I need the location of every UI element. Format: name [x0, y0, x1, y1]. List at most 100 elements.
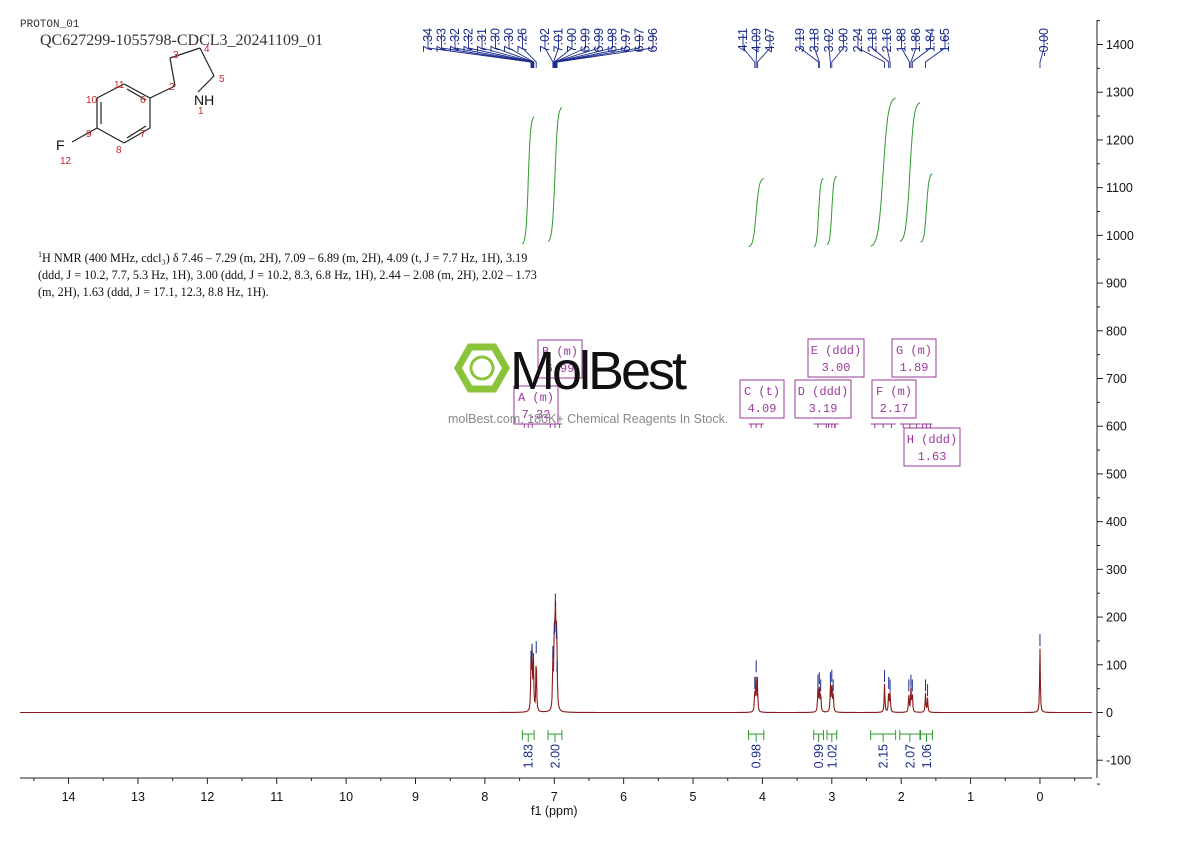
- atom-number-5: 5: [219, 74, 225, 85]
- integral-curve: [870, 97, 896, 247]
- atom-number-7: 7: [140, 129, 146, 140]
- peak-label-connector: [828, 34, 831, 68]
- x-tick-label: 10: [339, 790, 353, 804]
- x-tick-label: 14: [62, 790, 76, 804]
- peak-label-connector: [901, 34, 910, 68]
- peak-label-connector: [441, 34, 532, 68]
- y-tick-label: 1200: [1106, 133, 1134, 147]
- multiplet-id-type: E (ddd): [811, 344, 861, 358]
- peak-label-connector: [553, 34, 573, 68]
- y-tick-label: 1400: [1106, 38, 1134, 52]
- peak-label-connector: [508, 34, 535, 68]
- x-tick-label: 1: [967, 790, 974, 804]
- multiplet-box-frame: [537, 339, 583, 379]
- multiplet-box-frame: [807, 338, 865, 378]
- peak-label-connector: [555, 34, 613, 68]
- multiplet-shift: 1.89: [900, 361, 929, 375]
- sample-id: QC627299-1055798-CDCL3_20241109_01: [40, 32, 323, 49]
- multiplet-box-frame: [891, 338, 937, 378]
- integral-curve: [899, 102, 921, 243]
- y-tick-label: 800: [1106, 324, 1127, 338]
- multiplet-id-type: B (m): [542, 345, 578, 359]
- multiplet-shift: 2.17: [880, 402, 909, 416]
- peak-label-connector: [556, 34, 654, 68]
- multiplet-box-e: E (ddd) 3.00: [807, 338, 865, 428]
- nmr-description-superscript: 1: [38, 250, 42, 259]
- atom-number-1: 1: [198, 106, 204, 117]
- nmr-description-line-3: (m, 2H), 1.63 (ddd, J = 17.1, 12.3, 8.8 …: [38, 285, 269, 300]
- y-tick-label: 1000: [1106, 229, 1134, 243]
- x-tick-label: 6: [620, 790, 627, 804]
- atom-label-f: F: [56, 137, 65, 153]
- atom-number-12: 12: [60, 156, 72, 167]
- watermark-brand: MolBest: [510, 341, 687, 401]
- multiplet-box-h: H (ddd) 1.63: [903, 423, 961, 467]
- integral-curve: [522, 116, 535, 245]
- multiplet-box-frame: [794, 379, 852, 419]
- x-tick-label: 11: [270, 790, 283, 804]
- atom-label-nh: NH: [194, 92, 214, 108]
- nmr-description: 1H NMR (400 MHz, cdcl₃) δ 7.46 – 7.29 (m…: [38, 246, 598, 301]
- integral-curve: [748, 178, 764, 248]
- x-tick-label: 12: [200, 790, 214, 804]
- multiplet-box-b: B (m) 6.99: [537, 339, 583, 428]
- x-tick-label: 8: [481, 790, 488, 804]
- y-tick-label: 900: [1106, 277, 1127, 291]
- atom-number-2: 2: [169, 82, 175, 93]
- peak-label-connector: [799, 34, 820, 68]
- y-tick-label: 600: [1106, 420, 1127, 434]
- multiplet-box-c: C (t) 4.09: [739, 379, 785, 428]
- atom-number-8: 8: [116, 145, 122, 156]
- integral-value: 1.83: [522, 744, 536, 768]
- integral-value: 2.00: [548, 744, 562, 768]
- multiplet-box-frame: [739, 379, 785, 419]
- integral-value: 1.02: [825, 744, 839, 768]
- experiment-name: PROTON_01: [20, 19, 80, 31]
- x-axis-label: f1 (ppm): [531, 804, 578, 818]
- y-tick-label: 700: [1106, 372, 1127, 386]
- x-tick-label: 2: [898, 790, 905, 804]
- x-tick-label: 9: [412, 790, 419, 804]
- peak-label-connector: [872, 34, 890, 68]
- multiplet-box-g: G (m) 1.89: [891, 338, 937, 428]
- multiplet-box-frame: [513, 385, 559, 425]
- multiplet-id-type: C (t): [744, 385, 780, 399]
- integral-curve: [826, 175, 837, 245]
- multiplet-box-d: D (ddd) 3.19: [794, 379, 852, 428]
- multiplet-shift: 3.00: [822, 361, 851, 375]
- y-tick-label: 1300: [1106, 86, 1134, 100]
- multiplet-id-type: A (m): [518, 391, 554, 405]
- peak-label-connector: [911, 34, 931, 68]
- integral-curve: [813, 178, 824, 248]
- y-tick-label: 200: [1106, 611, 1127, 625]
- y-tick-label: 300: [1106, 563, 1127, 577]
- y-tick-label: -100: [1106, 754, 1131, 768]
- integral-value: 1.06: [920, 744, 934, 768]
- peak-label-connector: [555, 34, 640, 68]
- integral-value: 2.07: [903, 744, 917, 768]
- multiplet-box-frame: [871, 379, 917, 419]
- peak-label-connector: [757, 34, 771, 68]
- multiplet-box-f: F (m) 2.17: [870, 379, 917, 428]
- nmr-description-line-1: H NMR (400 MHz, cdcl₃) δ 7.46 – 7.29 (m,…: [42, 251, 528, 266]
- peak-label-connector: [1039, 34, 1045, 68]
- multiplet-shift: 4.09: [748, 402, 777, 416]
- atom-number-10: 10: [86, 95, 98, 106]
- peak-label-connector: [742, 34, 756, 68]
- integral-curve: [920, 173, 933, 243]
- integral-value: 2.15: [877, 744, 891, 768]
- peak-label-connector: [814, 34, 820, 68]
- y-tick-label: 500: [1106, 467, 1127, 481]
- spectrum-line: [20, 600, 1092, 714]
- atom-number-4: 4: [204, 44, 210, 55]
- integral-curve: [547, 107, 563, 242]
- y-tick-label: 1100: [1106, 181, 1133, 195]
- multiplet-shift: 3.19: [809, 402, 838, 416]
- multiplet-id-type: F (m): [876, 385, 912, 399]
- integral-value: 0.99: [812, 744, 826, 768]
- peak-label-connector: [910, 34, 917, 68]
- molbest-logo-icon: [453, 343, 511, 393]
- peak-label-connector: [481, 34, 534, 68]
